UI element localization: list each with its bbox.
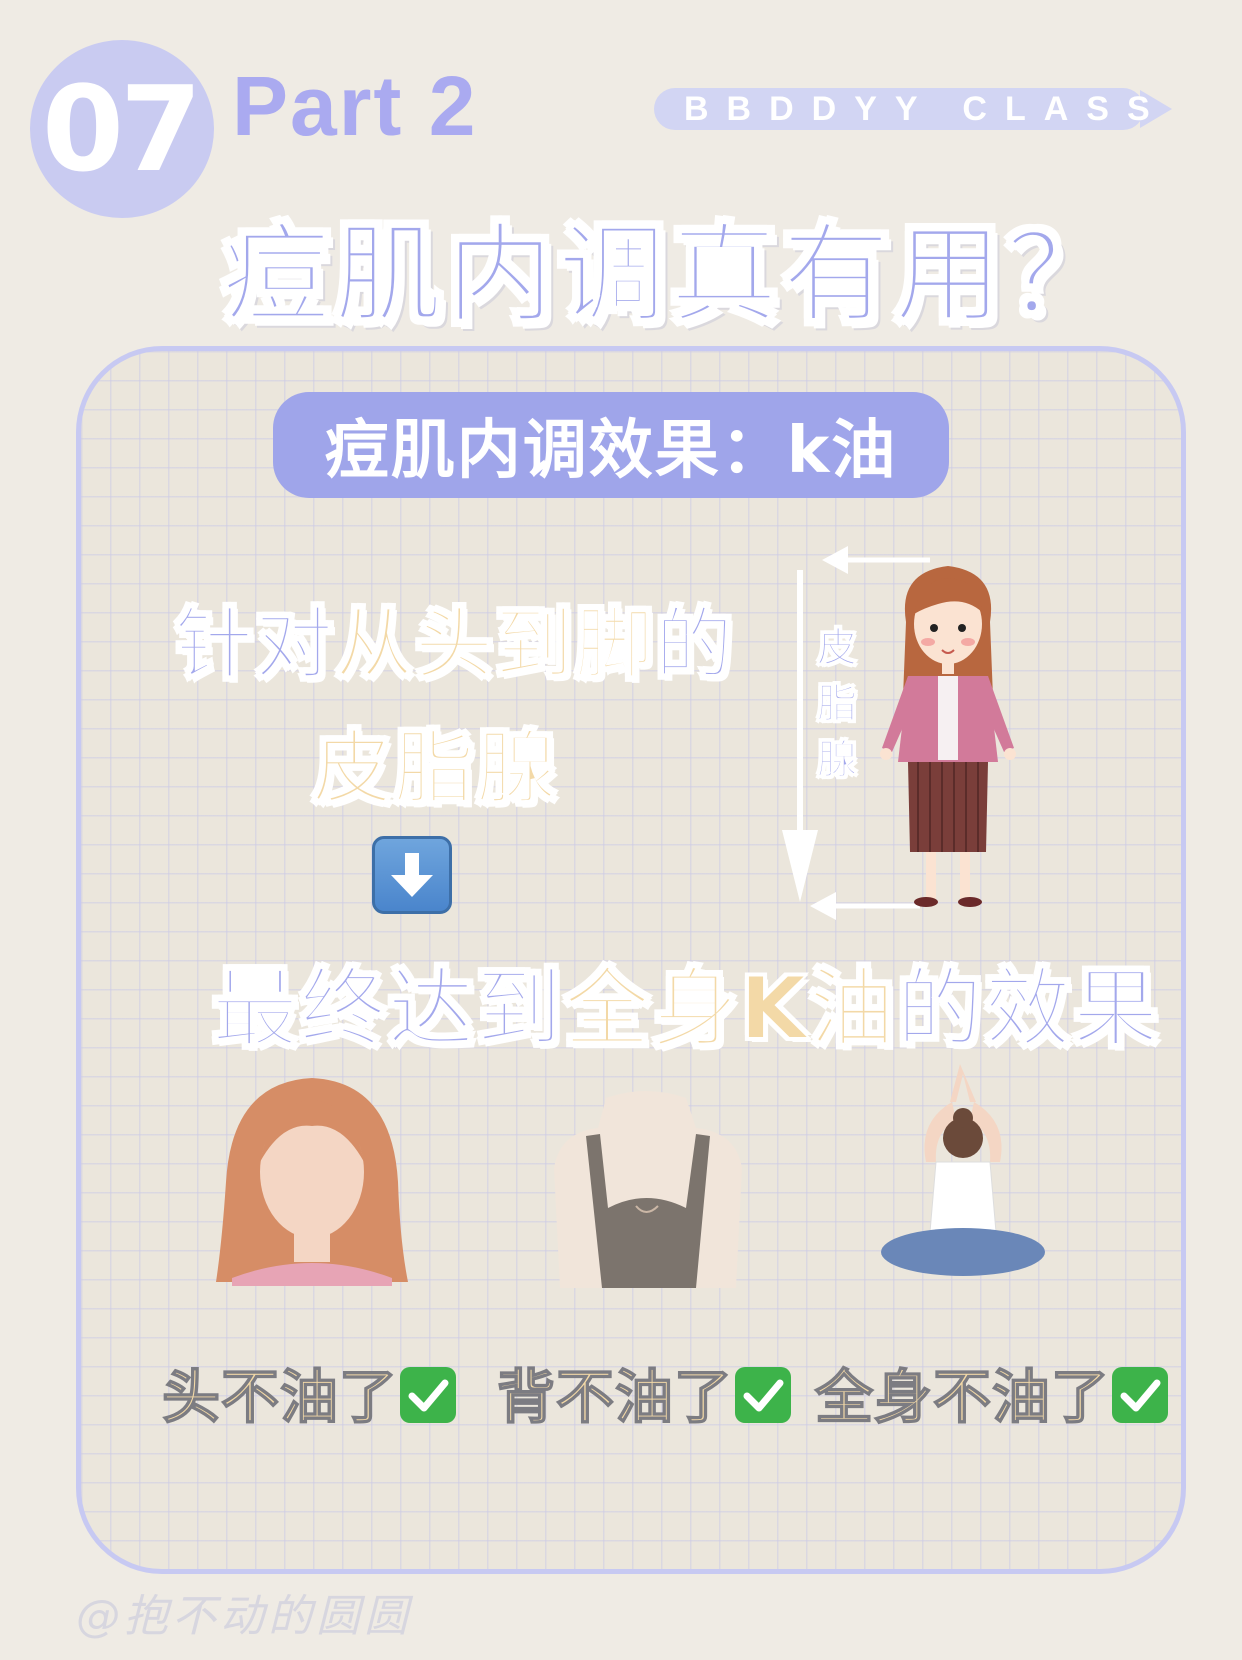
label-char-1: 皮 [817, 625, 858, 672]
line1-part-b: 从头到脚 [334, 599, 656, 691]
check-icon [1112, 1367, 1169, 1423]
class-tag-text: BBDDYY CLASS [684, 90, 1168, 128]
down-arrow-icon [372, 836, 452, 914]
head-to-toe-arrow-icon [782, 546, 930, 920]
subtitle-text: 痘肌内调效果：k油 [324, 414, 898, 488]
line1-part-a: 针对 [174, 599, 336, 691]
standing-woman-illustration [880, 566, 1016, 907]
label-char-2: 脂 [817, 681, 858, 728]
class-tag-pill [654, 88, 1144, 130]
class-tag: BBDDYY CLASS [654, 88, 1174, 130]
line3-part-c: 的效果 [896, 958, 1161, 1060]
section-number-badge: 07 [30, 40, 214, 218]
line3-part-b: 全身K油 [563, 958, 897, 1060]
line3-part-a: 最终达到 [211, 958, 564, 1060]
author-watermark: @抱不动的圆圆 [76, 1591, 412, 1642]
caption-hair-text: 头不油了 [161, 1362, 399, 1432]
line1-part-c: 的 [654, 599, 736, 691]
statement-line-3: 最终达到全身K油的效果 [211, 938, 1161, 1063]
yoga-woman-illustration [881, 1064, 1045, 1276]
check-icon [735, 1367, 792, 1423]
caption-whole-body-text: 全身不油了 [814, 1362, 1111, 1432]
section-number: 07 [41, 60, 202, 198]
statement-line-2: 皮脂腺 [311, 721, 558, 816]
sebaceous-label-vertical: 皮 脂 腺 [812, 620, 862, 788]
back-illustration [554, 1091, 742, 1288]
caption-whole-body: 全身不油了 [814, 1350, 1169, 1434]
content-card [76, 346, 1186, 1574]
check-icon [400, 1367, 457, 1423]
part-label: Part 2 [232, 59, 478, 153]
caption-hair: 头不油了 [161, 1350, 457, 1434]
hair-illustration [216, 1078, 408, 1286]
label-char-3: 腺 [817, 737, 858, 784]
class-tag-arrow-icon [1140, 90, 1172, 128]
statement-line-1: 针对从头到脚的 [174, 582, 736, 694]
caption-back: 背不油了 [496, 1350, 792, 1434]
page-title: 痘肌内调真有用？ [221, 212, 1119, 339]
subtitle-banner: 痘肌内调效果：k油 [273, 392, 949, 498]
caption-back-text: 背不油了 [496, 1362, 734, 1432]
